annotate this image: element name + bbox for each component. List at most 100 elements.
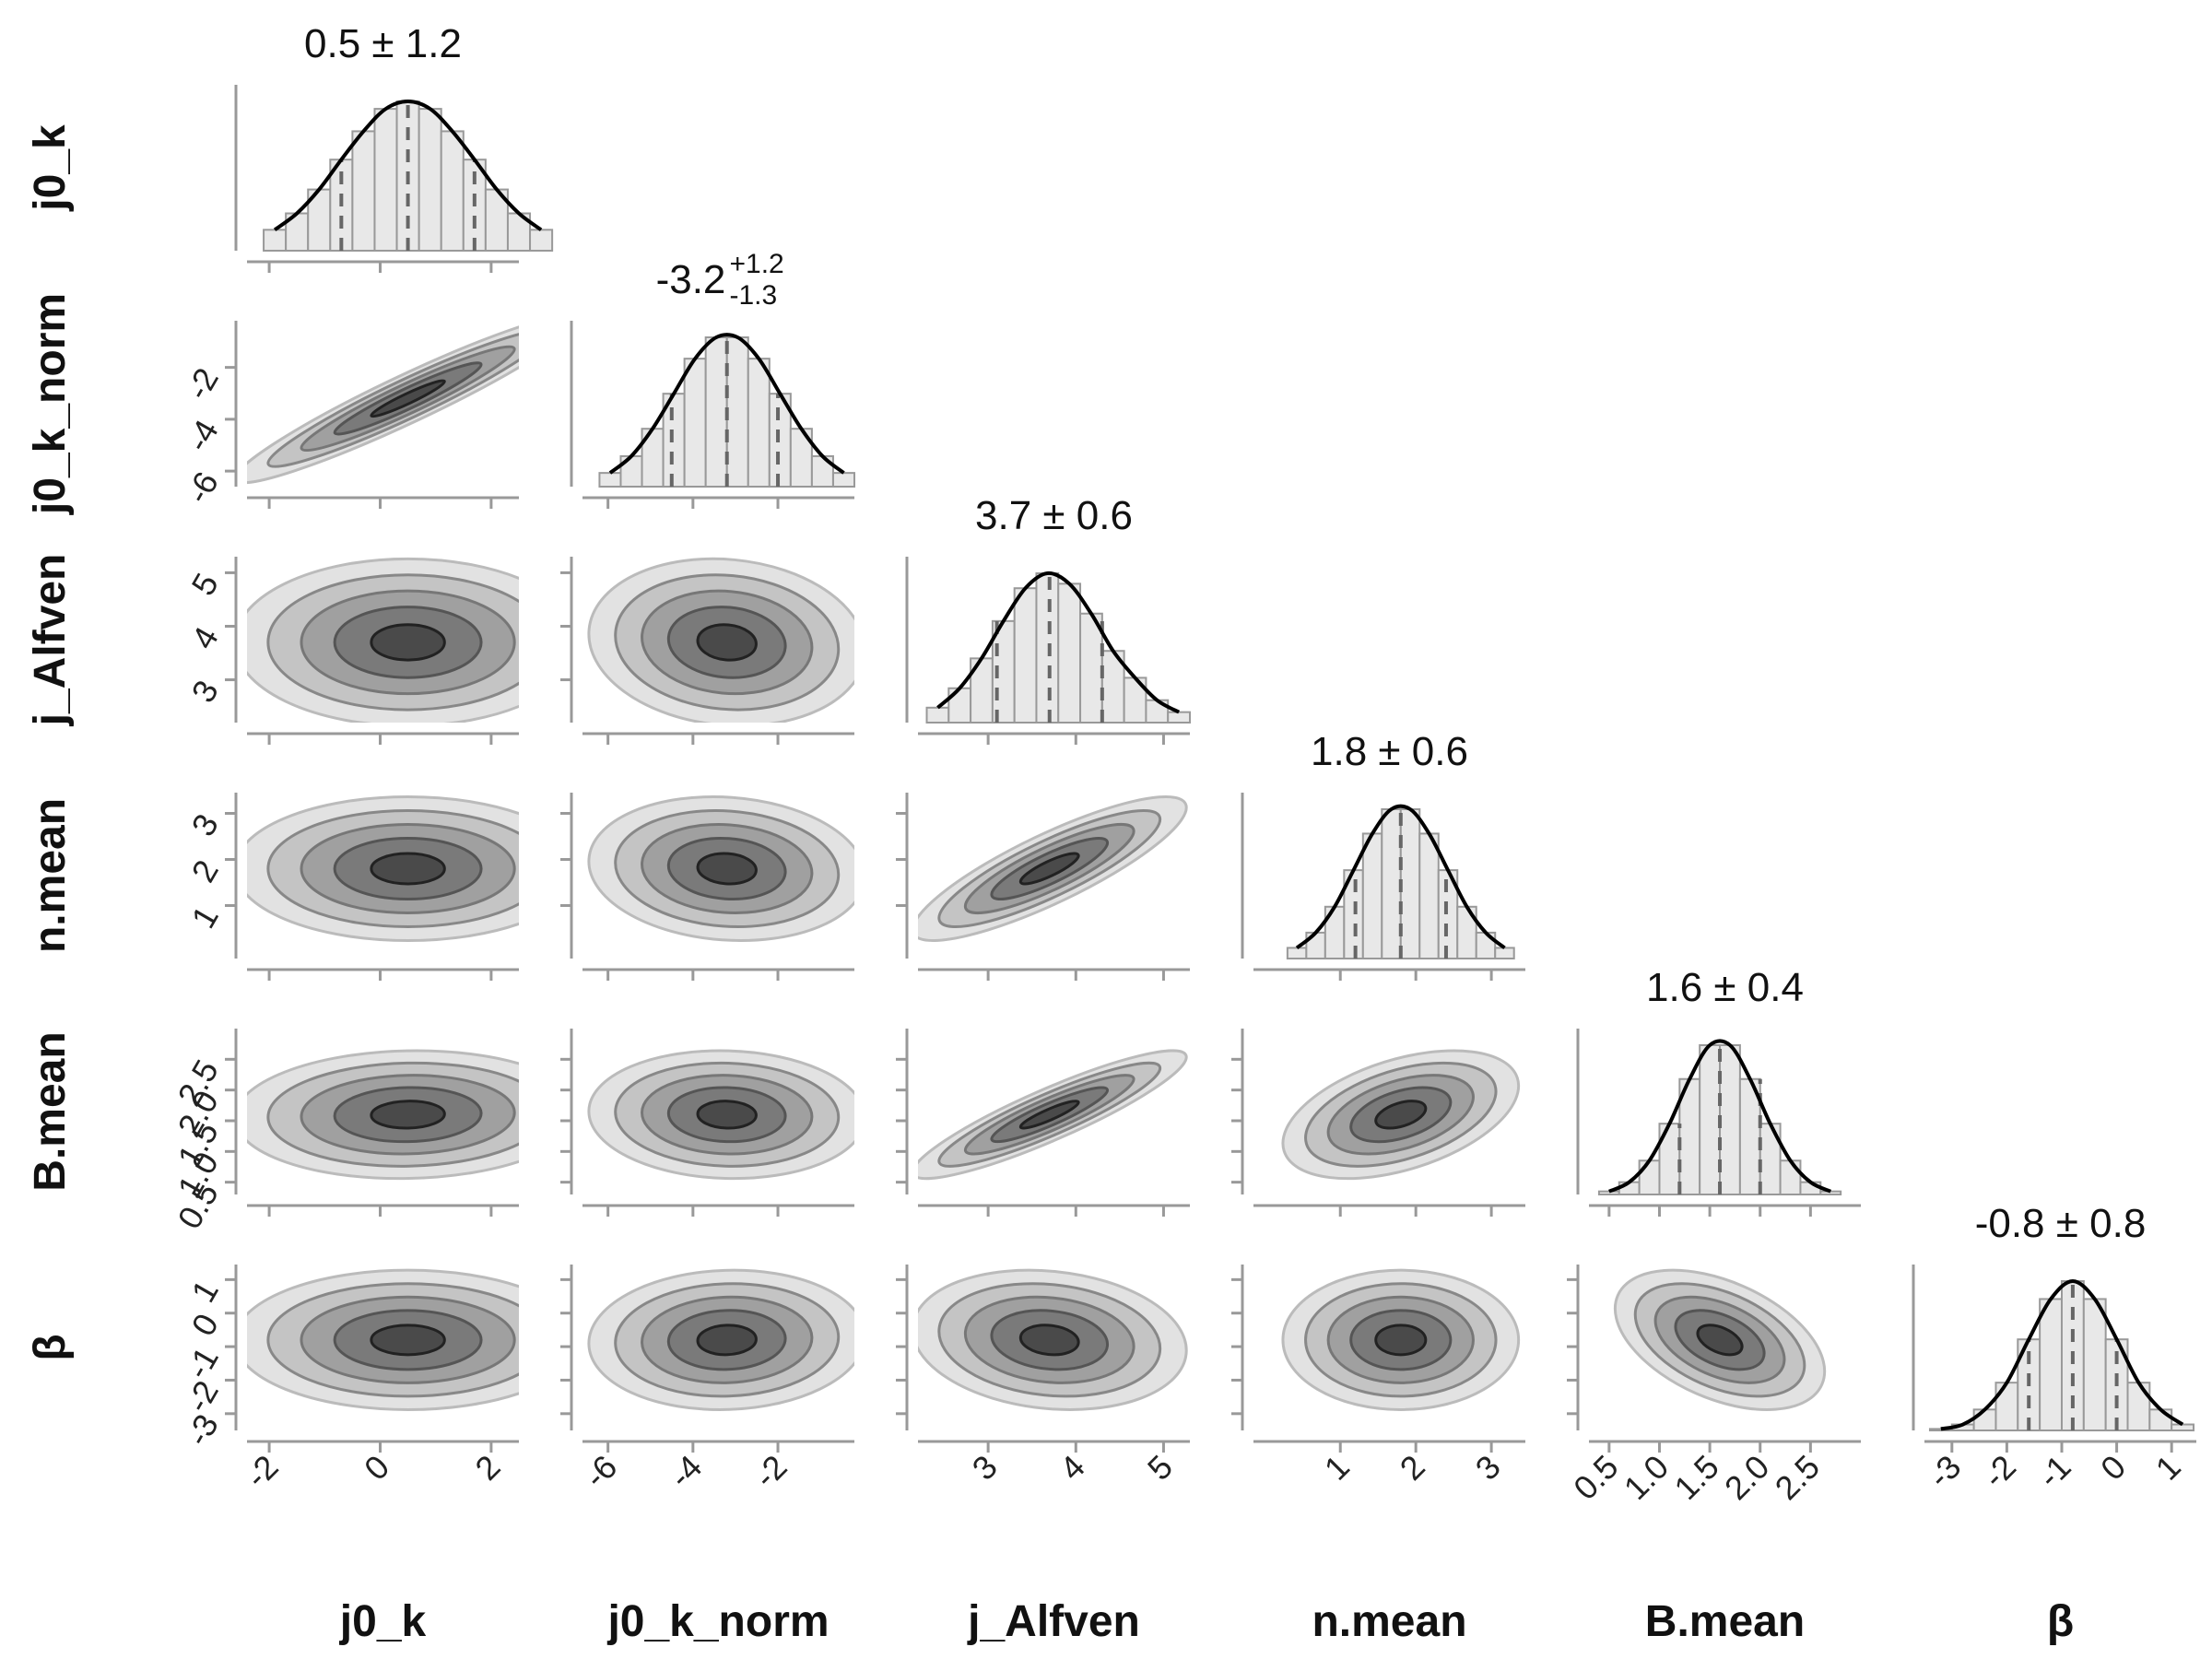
x-tick-label: 2 bbox=[467, 1448, 507, 1488]
contours bbox=[1281, 1049, 1521, 1181]
summary: 1.8 ± 0.6 bbox=[1311, 729, 1468, 774]
histogram-bar bbox=[1361, 832, 1383, 959]
contour bbox=[370, 379, 446, 418]
y-axis-title: B.mean bbox=[26, 1031, 75, 1191]
contours bbox=[247, 1268, 519, 1411]
x-tick-label: -1 bbox=[2030, 1448, 2078, 1496]
x-tick-label: 1 bbox=[1317, 1448, 1357, 1488]
x-axis-title: n.mean bbox=[1312, 1597, 1466, 1646]
x-tick-label: 2.0 bbox=[1717, 1448, 1776, 1507]
x-tick-label: -2 bbox=[747, 1448, 794, 1496]
contours bbox=[587, 1049, 854, 1181]
summary: 1.6 ± 0.4 bbox=[1646, 965, 1804, 1010]
histogram-bar bbox=[373, 108, 398, 252]
contour bbox=[1696, 1324, 1744, 1357]
summary-upper: +1.2 bbox=[730, 249, 784, 279]
x-tick-label: -2 bbox=[238, 1448, 286, 1496]
y-tick-label: -1 bbox=[178, 1341, 226, 1385]
x-tick-label: -2 bbox=[1975, 1448, 2023, 1496]
summary: 3.7 ± 0.6 bbox=[975, 493, 1133, 538]
panel bbox=[1231, 1029, 1525, 1217]
panel: 0.51.01.52.02.5 bbox=[1566, 1265, 1861, 1507]
contour bbox=[1374, 1324, 1428, 1357]
panel bbox=[896, 1029, 1190, 1217]
histogram-bar bbox=[1494, 947, 1515, 960]
density-curve bbox=[608, 333, 845, 475]
contours bbox=[1281, 1268, 1521, 1411]
y-axis-title: j0_k_norm bbox=[26, 293, 75, 515]
y-tick-label: 2 bbox=[183, 853, 226, 888]
panel: 1.6 ± 0.4 bbox=[1576, 965, 1861, 1217]
histogram-bar bbox=[1057, 582, 1082, 724]
y-axis-title: j0_k bbox=[26, 124, 75, 212]
panel: 123 bbox=[183, 793, 519, 981]
y-tick-label: 1 bbox=[183, 900, 226, 935]
x-axis-title: j0_k bbox=[339, 1597, 427, 1646]
density-curve bbox=[273, 99, 543, 231]
y-tick-label: 0 bbox=[183, 1307, 226, 1342]
contour bbox=[370, 1100, 446, 1130]
panel bbox=[560, 557, 854, 745]
histogram-bar bbox=[1597, 1190, 1620, 1195]
summary: 0.5 ± 1.2 bbox=[304, 21, 462, 66]
contour bbox=[370, 623, 446, 662]
histogram-bar bbox=[1994, 1382, 2019, 1432]
y-tick-label: 3 bbox=[183, 674, 226, 709]
histogram-bar bbox=[2126, 1382, 2151, 1432]
histogram-bar bbox=[2171, 1423, 2195, 1432]
histogram-bar bbox=[1699, 1044, 1722, 1195]
panel bbox=[560, 793, 854, 981]
contour bbox=[696, 1324, 758, 1357]
x-axis-title: β bbox=[2047, 1597, 2074, 1646]
panel: 1.8 ± 0.6 bbox=[1241, 729, 1525, 981]
density-curve bbox=[936, 571, 1181, 714]
y-axis-title: j_Alfven bbox=[26, 554, 75, 727]
histogram-bar bbox=[351, 130, 376, 252]
density-curve bbox=[1295, 804, 1506, 950]
contour bbox=[370, 852, 446, 886]
x-tick-label: 0 bbox=[357, 1448, 396, 1488]
summary: -0.8 ± 0.8 bbox=[1975, 1201, 2147, 1246]
histogram-bar bbox=[2148, 1408, 2173, 1431]
x-tick-label: 0 bbox=[2093, 1448, 2133, 1488]
histogram-bar bbox=[1719, 1044, 1741, 1195]
summary-lower: -1.3 bbox=[730, 280, 778, 311]
x-tick-label: -4 bbox=[662, 1448, 710, 1496]
panel bbox=[560, 1029, 854, 1217]
summary: -3.2 bbox=[656, 257, 726, 302]
histogram-bar bbox=[1972, 1408, 1997, 1431]
y-tick-label: -2 bbox=[178, 361, 226, 406]
contour bbox=[1018, 1100, 1080, 1130]
contour bbox=[1018, 1324, 1080, 1357]
contours bbox=[247, 795, 519, 942]
x-axis-title: j0_k_norm bbox=[606, 1597, 829, 1646]
panel: 0.51.01.52.02.5 bbox=[170, 1029, 519, 1235]
contour bbox=[370, 1324, 446, 1357]
x-tick-label: -3 bbox=[1921, 1448, 1969, 1496]
panel: -6 -4 -2 bbox=[560, 1265, 854, 1496]
y-tick-label: 1 bbox=[183, 1274, 226, 1309]
y-tick-label: 5 bbox=[183, 567, 226, 602]
y-tick-label: -6 bbox=[178, 465, 226, 510]
x-tick-label: 0.5 bbox=[1566, 1448, 1625, 1507]
contours bbox=[587, 794, 854, 943]
density-curve bbox=[1608, 1039, 1832, 1194]
contours bbox=[247, 557, 519, 723]
histogram-bar bbox=[925, 706, 950, 724]
y-tick-label: 4 bbox=[183, 620, 226, 655]
contour bbox=[696, 852, 758, 886]
x-tick-label: 2.5 bbox=[1768, 1448, 1827, 1507]
histogram-bar bbox=[1779, 1159, 1802, 1195]
x-axis-title: j_Alfven bbox=[967, 1597, 1140, 1646]
contours bbox=[918, 1268, 1188, 1411]
histogram-bar bbox=[418, 108, 442, 252]
panel bbox=[896, 793, 1190, 981]
panel: 0.5 ± 1.2 bbox=[234, 21, 554, 273]
contour bbox=[696, 623, 758, 662]
panel: -6 -4 -2 bbox=[178, 321, 519, 510]
contour bbox=[696, 1100, 758, 1130]
x-tick-label: 1.0 bbox=[1617, 1448, 1676, 1507]
contours bbox=[247, 321, 519, 485]
